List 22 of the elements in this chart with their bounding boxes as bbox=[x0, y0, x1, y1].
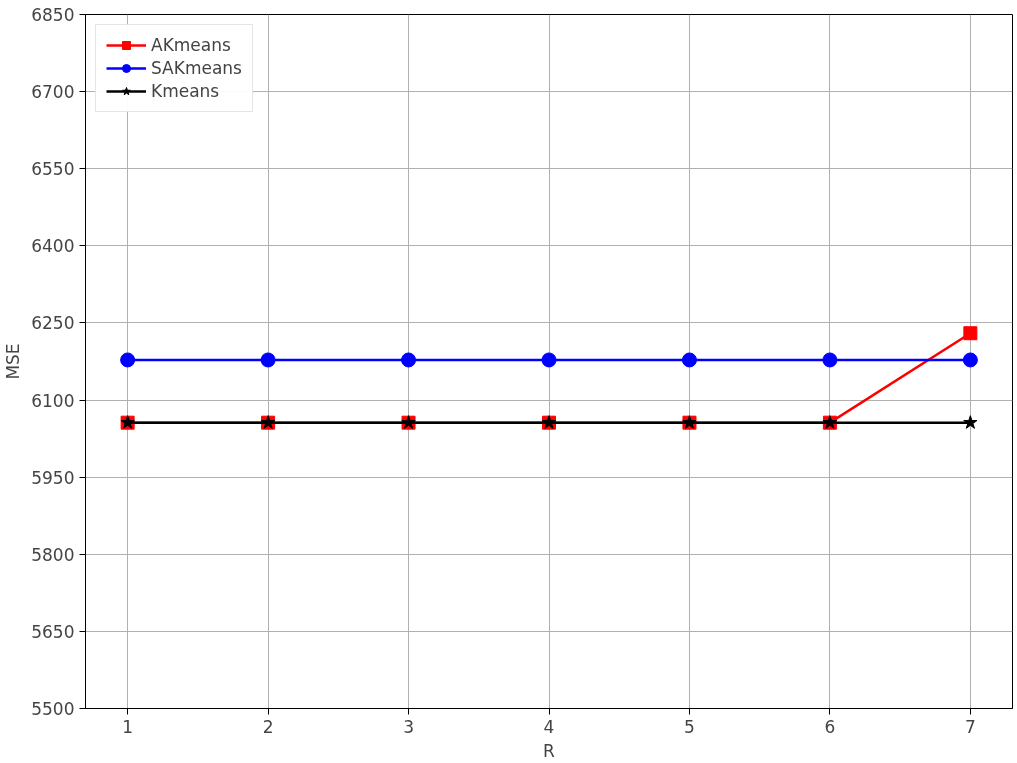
y-tick-label: 6400 bbox=[31, 236, 75, 257]
x-tick-label: 1 bbox=[122, 716, 134, 737]
x-tick-label: 6 bbox=[824, 716, 836, 737]
y-tick-label: 5650 bbox=[31, 621, 75, 642]
y-tick-label: 6250 bbox=[31, 313, 75, 334]
legend-label: AKmeans bbox=[151, 35, 231, 55]
y-tick-label: 5500 bbox=[31, 699, 75, 719]
y-tick-label: 5800 bbox=[31, 544, 75, 565]
y-tick-label: 6850 bbox=[31, 5, 75, 25]
x-tick-label: 4 bbox=[543, 716, 555, 737]
y-tick-label: 6550 bbox=[31, 159, 75, 180]
legend-label: SAKmeans bbox=[151, 58, 242, 78]
x-tick-label: 2 bbox=[262, 716, 274, 737]
x-axis-title: R bbox=[543, 740, 556, 761]
y-axis-title: MSE bbox=[3, 343, 24, 380]
x-tick-label: 5 bbox=[684, 716, 695, 737]
x-tick-label: 7 bbox=[964, 716, 976, 737]
y-tick-label: 6100 bbox=[31, 390, 75, 411]
y-tick-label: 6700 bbox=[31, 82, 75, 103]
y-tick-label: 5950 bbox=[31, 467, 75, 488]
x-tick-label: 3 bbox=[403, 716, 414, 737]
legend-label: Kmeans bbox=[151, 81, 220, 101]
